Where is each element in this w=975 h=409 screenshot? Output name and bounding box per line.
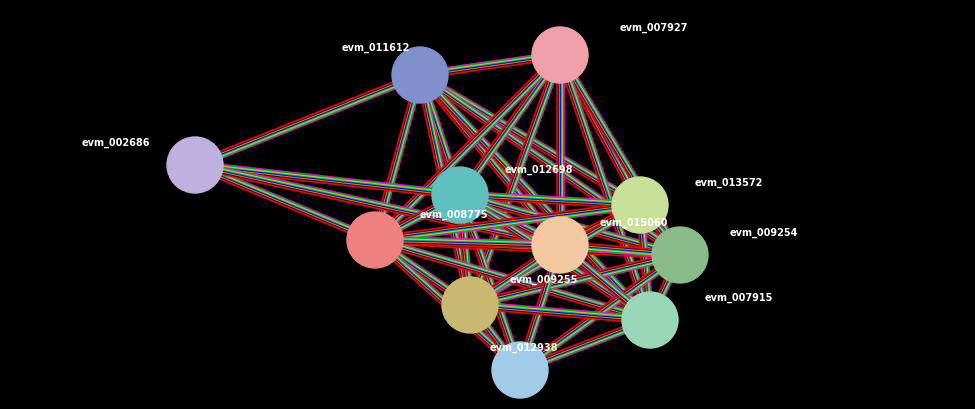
- Circle shape: [492, 342, 548, 398]
- Circle shape: [532, 217, 588, 273]
- Circle shape: [432, 167, 488, 223]
- Text: evm_013572: evm_013572: [695, 178, 763, 188]
- Circle shape: [167, 137, 223, 193]
- Circle shape: [347, 212, 403, 268]
- Text: evm_002686: evm_002686: [82, 138, 150, 148]
- Circle shape: [442, 277, 498, 333]
- Text: evm_007927: evm_007927: [620, 23, 688, 33]
- Text: evm_012698: evm_012698: [505, 165, 573, 175]
- Circle shape: [392, 47, 448, 103]
- Text: evm_009254: evm_009254: [730, 228, 799, 238]
- Text: evm_009255: evm_009255: [510, 275, 578, 285]
- Text: evm_015060: evm_015060: [600, 218, 669, 228]
- Text: evm_011612: evm_011612: [341, 43, 410, 53]
- Circle shape: [622, 292, 678, 348]
- Circle shape: [532, 27, 588, 83]
- Circle shape: [612, 177, 668, 233]
- Text: evm_008775: evm_008775: [420, 210, 488, 220]
- Circle shape: [652, 227, 708, 283]
- Text: evm_012938: evm_012938: [490, 343, 559, 353]
- Text: evm_007915: evm_007915: [705, 293, 773, 303]
